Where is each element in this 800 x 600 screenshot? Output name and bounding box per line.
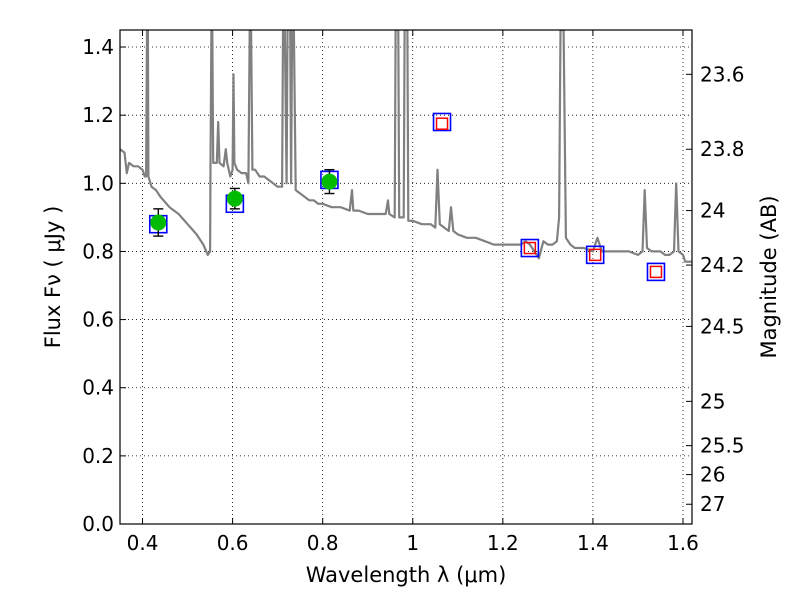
x-tick-label: 1	[406, 531, 419, 555]
y-tick-label: 0.2	[82, 444, 114, 468]
x-tick-label: 0.4	[127, 531, 159, 555]
y2-tick-label: 23.8	[700, 137, 745, 161]
y-axis-label: Flux Fν ( μJy )	[41, 206, 65, 349]
x-axis-label: Wavelength λ (μm)	[306, 563, 507, 587]
model-spectrum-line	[120, 30, 692, 263]
y2-tick-label: 25	[700, 389, 725, 413]
plot-frame	[119, 29, 693, 525]
x-tick-label: 1.2	[487, 531, 519, 555]
x-tick-label: 0.6	[217, 531, 249, 555]
y2-tick-label: 23.6	[700, 62, 745, 86]
plot-area	[120, 30, 692, 282]
y-tick-label: 1.2	[82, 103, 114, 127]
y-tick-label: 0.8	[82, 239, 114, 263]
y2-tick-label: 26	[700, 463, 725, 487]
y2-axis-label: Magnitude (AB)	[757, 195, 781, 358]
model-photometry-square	[585, 245, 605, 265]
observed-photometry-point	[226, 190, 243, 207]
model-photometry-square	[432, 112, 452, 132]
observed-photometry-point	[150, 214, 167, 231]
upper-limit-marker	[435, 117, 449, 130]
y-tick-label: 0.6	[82, 308, 114, 332]
model-photometry-square	[520, 238, 540, 258]
y2-tick-label: 24.5	[700, 314, 745, 338]
y2-tick-label: 24	[700, 199, 725, 223]
y2-tick-label: 24.2	[700, 253, 745, 277]
x-tick-label: 1.4	[577, 531, 609, 555]
upper-limit-marker	[649, 265, 663, 279]
x-tick-label: 1.6	[667, 531, 699, 555]
y-tick-label: 1.4	[82, 35, 114, 59]
y-tick-label: 1.0	[82, 171, 114, 195]
y2-tick-label: 25.5	[700, 434, 745, 458]
y2-tick-label: 27	[700, 492, 725, 516]
upper-limit-marker	[588, 248, 602, 262]
x-tick-label: 0.8	[307, 531, 339, 555]
axis-ticks: 0.4 0.6 0.8 1 1.2 1.4 1.6 0.0 0.2 0.4 0.6 0.8 1.0 1.2…	[82, 30, 745, 555]
grid-lines	[120, 30, 692, 525]
model-photometry-square	[646, 262, 666, 282]
y-tick-label: 0.4	[82, 376, 114, 400]
observed-photometry-point	[321, 173, 338, 190]
y-tick-label: 0.0	[82, 512, 114, 536]
upper-limit-marker	[523, 241, 537, 255]
